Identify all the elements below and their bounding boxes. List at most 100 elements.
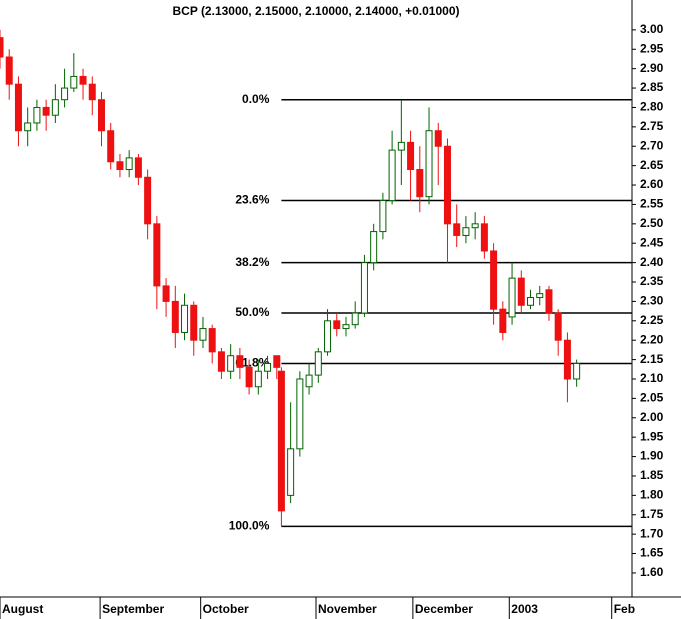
y-tick-label: 2.90 xyxy=(640,61,664,75)
candle-body xyxy=(24,122,32,132)
candle-body xyxy=(70,75,78,89)
x-tick-label: 2003 xyxy=(511,602,538,616)
fib-label: 100.0% xyxy=(229,519,270,533)
candle-body xyxy=(107,130,115,163)
y-tick-label: 2.95 xyxy=(640,41,664,55)
candle-body xyxy=(254,370,262,388)
candle-body xyxy=(490,250,498,310)
candle-body xyxy=(425,130,433,198)
candle-body xyxy=(88,83,96,101)
candle-body xyxy=(480,223,488,252)
y-tick-label: 1.80 xyxy=(640,488,664,502)
x-tick-label: October xyxy=(203,602,249,616)
candle-body xyxy=(190,304,198,341)
y-tick-label: 2.85 xyxy=(640,80,664,94)
y-tick-label: 2.70 xyxy=(640,138,664,152)
candle-body xyxy=(245,366,253,388)
candle-body xyxy=(360,262,368,314)
candle-body xyxy=(462,227,470,236)
candle-body xyxy=(33,106,41,124)
candle-body xyxy=(351,312,359,326)
candle-body xyxy=(453,223,461,236)
y-tick-label: 2.40 xyxy=(640,255,664,269)
candle-body xyxy=(342,324,350,330)
candle-body xyxy=(51,99,59,116)
fib-label: 23.6% xyxy=(235,193,269,207)
candle-body xyxy=(573,362,581,380)
candle-body xyxy=(199,328,207,341)
candle-body xyxy=(407,141,415,171)
candle-body xyxy=(434,130,442,147)
y-tick-label: 1.75 xyxy=(640,507,664,521)
candle-body xyxy=(314,351,322,376)
candle-body xyxy=(379,200,387,233)
y-tick-label: 1.60 xyxy=(640,565,664,579)
candle-body xyxy=(277,370,285,512)
candle-body xyxy=(397,141,405,151)
fib-label: 0.0% xyxy=(242,92,270,106)
candle-body xyxy=(227,355,235,372)
candle-body xyxy=(162,285,170,302)
candle-body xyxy=(217,351,225,372)
y-tick-label: 3.00 xyxy=(640,22,664,36)
candle-body xyxy=(42,106,50,116)
candle-body xyxy=(388,149,396,202)
fib-label: 38.2% xyxy=(235,255,269,269)
fib-label: 50.0% xyxy=(235,305,269,319)
candle-body xyxy=(181,304,189,333)
y-tick-label: 2.00 xyxy=(640,410,664,424)
y-tick-label: 2.60 xyxy=(640,177,664,191)
y-tick-label: 2.20 xyxy=(640,332,664,346)
candle-body xyxy=(545,289,553,314)
candle-body xyxy=(116,161,124,171)
candle-body xyxy=(517,277,525,306)
y-tick-label: 2.25 xyxy=(640,313,664,327)
candle-body xyxy=(61,87,69,101)
candle-body xyxy=(144,176,152,225)
y-tick-label: 2.45 xyxy=(640,235,664,249)
chart-title: BCP (2.13000, 2.15000, 2.10000, 2.14000,… xyxy=(172,4,459,18)
y-tick-label: 2.05 xyxy=(640,391,664,405)
x-tick-label: November xyxy=(318,602,377,616)
candle-body xyxy=(0,37,4,58)
y-tick-label: 2.30 xyxy=(640,294,664,308)
y-tick-label: 1.70 xyxy=(640,526,664,540)
candle-body xyxy=(79,75,87,85)
candle-body xyxy=(324,320,332,353)
y-tick-label: 2.65 xyxy=(640,158,664,172)
candle-body xyxy=(499,308,507,333)
y-tick-label: 1.65 xyxy=(640,546,664,560)
candle-body xyxy=(236,355,244,368)
y-tick-label: 2.80 xyxy=(640,100,664,114)
candle-body xyxy=(527,297,535,306)
y-tick-label: 2.75 xyxy=(640,119,664,133)
y-tick-label: 1.90 xyxy=(640,449,664,463)
x-tick-label: Feb xyxy=(614,602,635,616)
x-tick-label: September xyxy=(102,602,164,616)
candle-body xyxy=(264,362,272,372)
candle-body xyxy=(273,355,281,368)
candle-body xyxy=(536,293,544,299)
candle-body xyxy=(508,277,516,318)
candle-body xyxy=(5,56,13,85)
fib-label: 61.8% xyxy=(235,356,269,370)
candle-body xyxy=(208,328,216,353)
candle-body xyxy=(296,378,304,450)
y-tick-label: 2.50 xyxy=(640,216,664,230)
candle-body xyxy=(125,157,133,171)
candle-body xyxy=(443,145,451,225)
candle-body xyxy=(153,223,161,287)
candle-body xyxy=(471,223,479,229)
candle-body xyxy=(171,300,179,333)
candle-body xyxy=(554,312,562,341)
x-tick-label: August xyxy=(2,602,43,616)
candle-body xyxy=(333,320,341,330)
candle-body xyxy=(97,99,105,132)
candle-body xyxy=(14,83,22,132)
y-tick-label: 1.85 xyxy=(640,468,664,482)
candle-body xyxy=(287,448,295,496)
y-tick-label: 2.55 xyxy=(640,197,664,211)
candle-body xyxy=(305,374,313,388)
candle-body xyxy=(370,231,378,264)
